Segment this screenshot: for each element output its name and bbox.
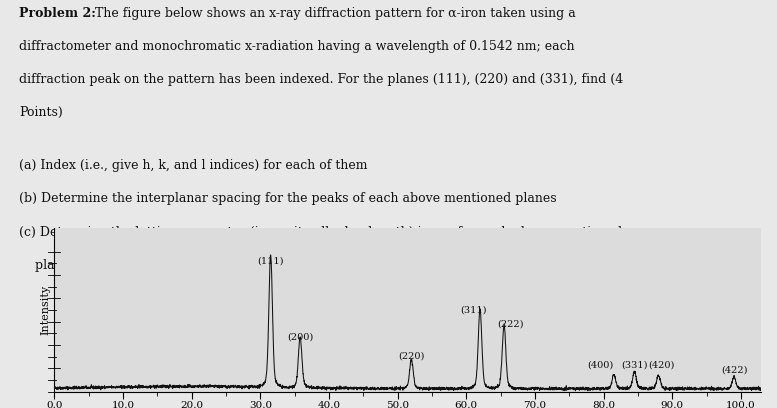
Text: plane: plane — [19, 259, 71, 272]
Text: diffractometer and monochromatic x-radiation having a wavelength of 0.1542 nm; e: diffractometer and monochromatic x-radia… — [19, 40, 575, 53]
Text: Points): Points) — [19, 106, 63, 119]
Text: diffraction peak on the pattern has been indexed. For the planes (111), (220) an: diffraction peak on the pattern has been… — [19, 73, 624, 86]
Text: The figure below shows an x-ray diffraction pattern for α-iron taken using a: The figure below shows an x-ray diffract… — [91, 7, 576, 20]
Text: (422): (422) — [721, 365, 747, 374]
Text: Problem 2:: Problem 2: — [19, 7, 96, 20]
Text: (311): (311) — [460, 305, 486, 314]
Text: (c) Determine the lattice parameter (i.e. unit cell edge length) in nm for each : (c) Determine the lattice parameter (i.e… — [19, 226, 622, 239]
Text: (400): (400) — [587, 360, 613, 369]
Text: (331): (331) — [622, 360, 648, 369]
Text: (220): (220) — [398, 352, 424, 361]
Y-axis label: Intensity: Intensity — [40, 285, 51, 335]
Text: (222): (222) — [497, 320, 524, 329]
Text: (b) Determine the interplanar spacing for the peaks of each above mentioned plan: (b) Determine the interplanar spacing fo… — [19, 193, 557, 205]
Text: (200): (200) — [287, 332, 313, 341]
Text: (a) Index (i.e., give h, k, and l indices) for each of them: (a) Index (i.e., give h, k, and l indice… — [19, 159, 368, 172]
Text: (420): (420) — [649, 360, 675, 369]
Text: (111): (111) — [257, 257, 284, 266]
